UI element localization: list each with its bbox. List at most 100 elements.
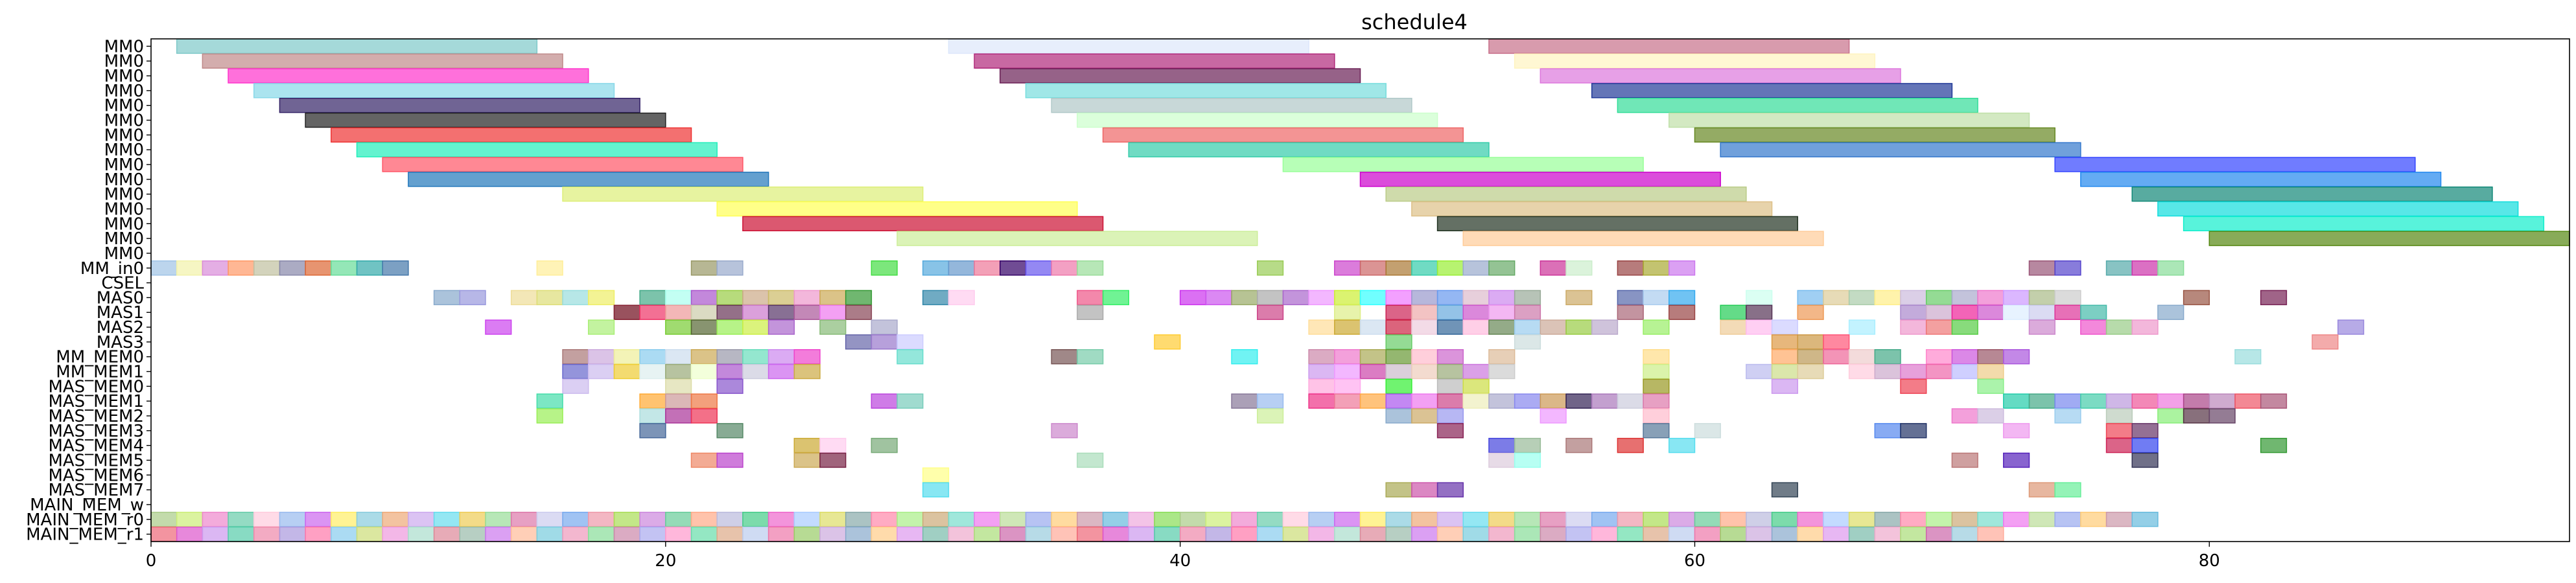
unit-bar-r25-5 <box>1385 408 1412 424</box>
unit-bar-r17-43 <box>1925 290 1953 306</box>
unit-bar-r28-0 <box>690 452 718 468</box>
unit-bar-r17-0 <box>433 290 461 306</box>
unit-bar-r18-19 <box>1514 304 1541 320</box>
dense-bar-r32-45 <box>1308 512 1335 527</box>
dense-bar-r32-12 <box>459 512 486 527</box>
y-tick-label: MM0 <box>104 52 144 71</box>
unit-bar-r21-1 <box>588 349 615 365</box>
task-bar-11 <box>1591 83 1953 98</box>
unit-bar-r22-18 <box>1643 363 1670 380</box>
unit-bar-r15-17 <box>1000 260 1027 276</box>
unit-bar-r15-7 <box>331 260 358 276</box>
unit-bar-r17-21 <box>1231 290 1258 306</box>
dense-bar-r32-16 <box>562 512 589 527</box>
dense-bar-r33-49 <box>1411 526 1438 542</box>
dense-bar-r33-65 <box>1823 526 1850 542</box>
dense-bar-r33-56 <box>1591 526 1619 542</box>
dense-bar-r33-60 <box>1694 526 1721 542</box>
dense-bar-r33-48 <box>1385 526 1412 542</box>
unit-bar-r23-7 <box>1462 378 1490 394</box>
unit-bar-r17-37 <box>1746 290 1773 306</box>
dense-bar-r32-32 <box>974 512 1001 527</box>
unit-bar-r25-9 <box>1643 408 1670 424</box>
unit-bar-r25-7 <box>1436 408 1464 424</box>
dense-bar-r33-18 <box>613 526 640 542</box>
unit-bar-r21-14 <box>1308 349 1335 365</box>
unit-bar-r26-1 <box>716 423 744 439</box>
dense-bar-r32-46 <box>1334 512 1361 527</box>
unit-bar-r18-32 <box>2080 304 2107 320</box>
unit-bar-r24-29 <box>2183 393 2210 409</box>
unit-bar-r18-31 <box>2054 304 2081 320</box>
unit-bar-r15-31 <box>1617 260 1644 276</box>
unit-bar-r21-24 <box>1823 349 1850 365</box>
unit-bar-r27-1 <box>819 437 847 453</box>
unit-bar-r15-33 <box>1669 260 1696 276</box>
dense-bar-r32-35 <box>1051 512 1078 527</box>
dense-bar-r32-11 <box>433 512 461 527</box>
unit-bar-r18-1 <box>613 304 640 320</box>
task-bar-34 <box>1411 201 1773 217</box>
task-bar-14 <box>1617 98 1978 113</box>
unit-bar-r28-5 <box>1488 452 1516 468</box>
unit-bar-r17-14 <box>845 290 872 306</box>
unit-bar-r18-29 <box>2003 304 2030 320</box>
unit-bar-r21-30 <box>2003 349 2030 365</box>
unit-bar-r24-3 <box>690 393 718 409</box>
unit-bar-r22-26 <box>1951 363 1978 380</box>
dense-bar-r33-16 <box>562 526 589 542</box>
unit-bar-r15-19 <box>1051 260 1078 276</box>
unit-bar-r18-33 <box>2157 304 2184 320</box>
dense-bar-r32-9 <box>382 512 409 527</box>
unit-bar-r17-45 <box>1977 290 2004 306</box>
task-bar-32 <box>2131 186 2493 202</box>
unit-bar-r15-29 <box>1540 260 1567 276</box>
unit-bar-r25-16 <box>2208 408 2236 424</box>
dense-bar-r32-70 <box>1951 512 1978 527</box>
unit-bar-r24-8 <box>1308 393 1335 409</box>
unit-bar-r22-15 <box>1436 363 1464 380</box>
unit-bar-r15-16 <box>974 260 1001 276</box>
unit-bar-r17-5 <box>588 290 615 306</box>
unit-bar-r24-15 <box>1488 393 1516 409</box>
unit-bar-r25-15 <box>2183 408 2210 424</box>
unit-bar-r24-30 <box>2208 393 2236 409</box>
unit-bar-r17-38 <box>1797 290 1824 306</box>
dense-bar-r32-2 <box>202 512 229 527</box>
unit-bar-r30-3 <box>1436 482 1464 497</box>
unit-bar-r21-16 <box>1359 349 1387 365</box>
unit-bar-r30-5 <box>2028 482 2055 497</box>
unit-bar-r22-1 <box>588 363 615 380</box>
unit-bar-r27-9 <box>2131 437 2159 453</box>
y-tick-label: MAIN_MEM_r1 <box>26 525 144 545</box>
unit-bar-r21-31 <box>2234 349 2262 365</box>
unit-bar-r26-4 <box>1643 423 1670 439</box>
unit-bar-r24-12 <box>1411 393 1438 409</box>
dense-bar-r33-58 <box>1643 526 1670 542</box>
task-bar-23 <box>1720 142 2081 157</box>
dense-bar-r33-8 <box>356 526 383 542</box>
unit-bar-r28-8 <box>2003 452 2030 468</box>
dense-bar-r32-62 <box>1746 512 1773 527</box>
unit-bar-r18-10 <box>845 304 872 320</box>
unit-bar-r23-8 <box>1643 378 1670 394</box>
unit-bar-r18-21 <box>1669 304 1696 320</box>
unit-bar-r22-11 <box>1334 363 1361 380</box>
dense-bar-r32-22 <box>716 512 744 527</box>
unit-bar-r21-5 <box>690 349 718 365</box>
unit-bar-r24-9 <box>1334 393 1361 409</box>
dense-bar-r32-23 <box>742 512 769 527</box>
task-bar-17 <box>1669 112 2030 128</box>
unit-bar-r24-19 <box>1591 393 1619 409</box>
dense-bar-r33-24 <box>767 526 795 542</box>
unit-bar-r24-18 <box>1565 393 1593 409</box>
unit-bar-r23-1 <box>665 378 692 394</box>
unit-bar-r15-28 <box>1488 260 1516 276</box>
dense-bar-r33-46 <box>1334 526 1361 542</box>
unit-bar-r22-10 <box>1308 363 1335 380</box>
unit-bar-r22-17 <box>1488 363 1516 380</box>
dense-bar-r33-67 <box>1874 526 1901 542</box>
task-bar-24 <box>382 157 744 172</box>
dense-bar-r33-33 <box>1000 526 1027 542</box>
